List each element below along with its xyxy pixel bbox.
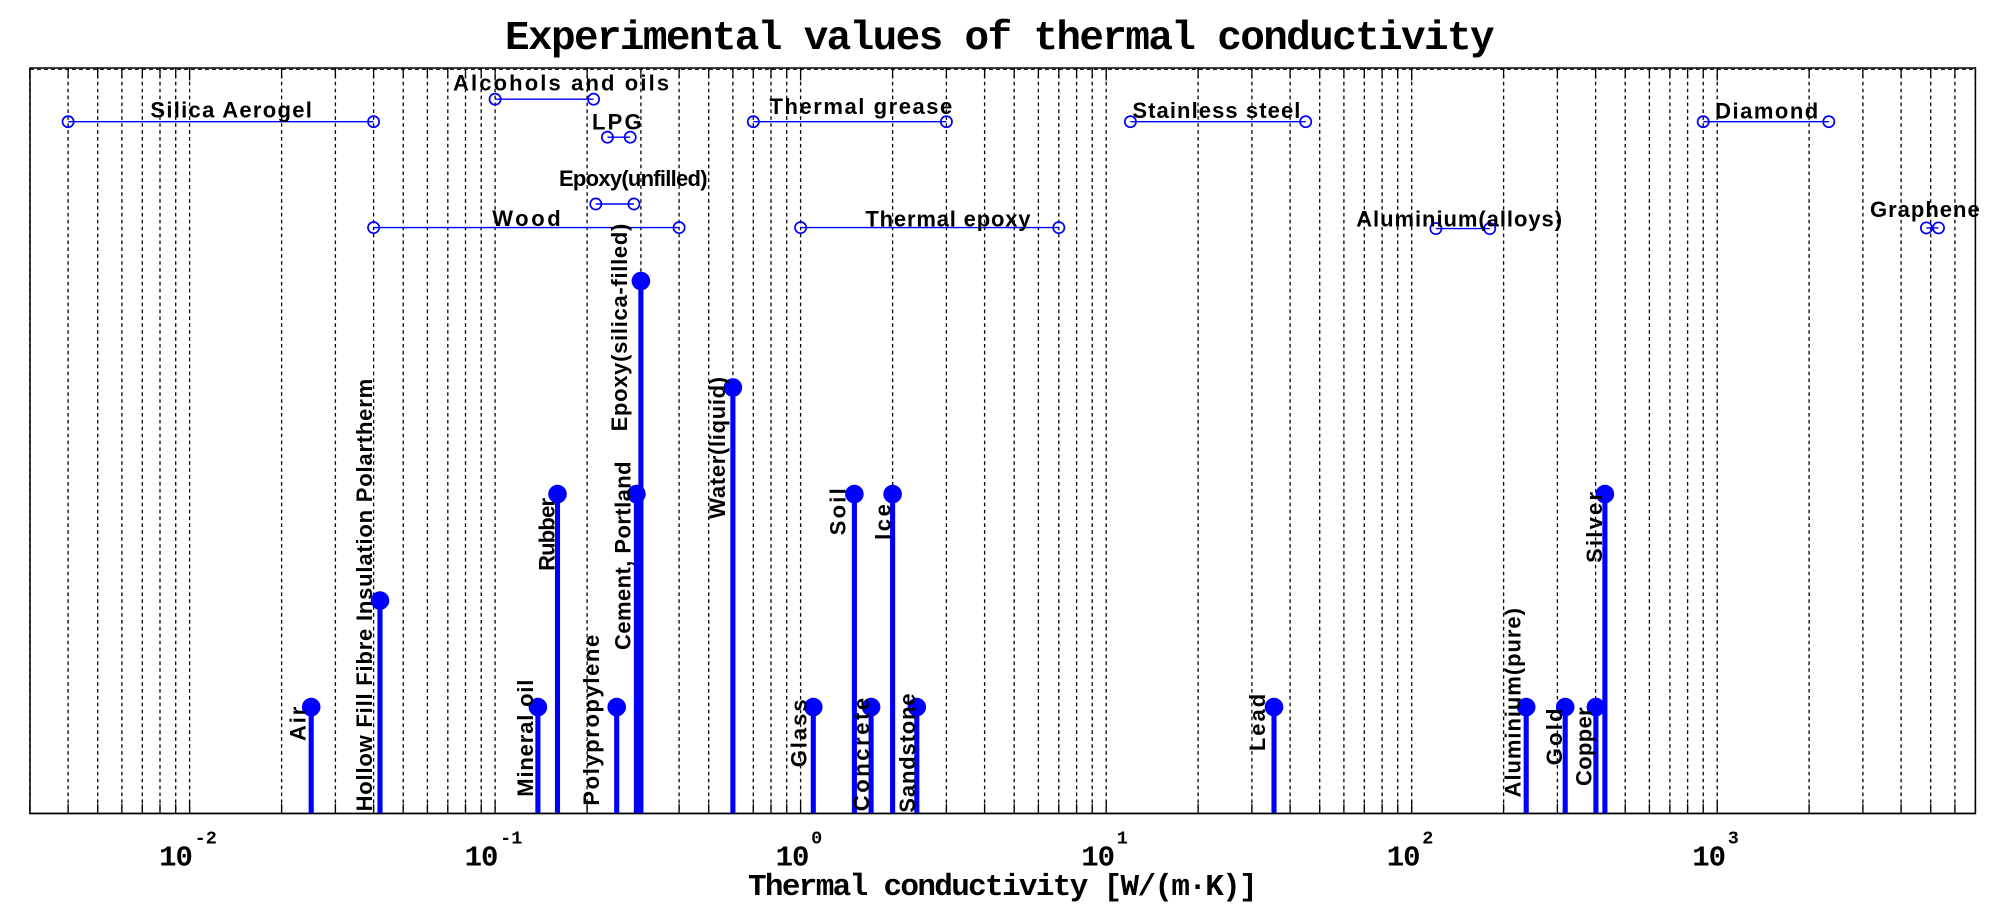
svg-text:Stainless steel: Stainless steel [1132, 98, 1301, 123]
svg-text:Air: Air [286, 705, 311, 741]
svg-text:1: 1 [1117, 829, 1128, 850]
svg-text:Aluminium(pure): Aluminium(pure) [1501, 607, 1526, 797]
svg-text:Soil: Soil [826, 486, 851, 535]
svg-text:Copper: Copper [1572, 707, 1597, 786]
svg-text:Thermal epoxy: Thermal epoxy [865, 206, 1031, 231]
svg-text:Glass: Glass [787, 697, 812, 767]
svg-text:Polypropylene: Polypropylene [579, 633, 604, 805]
svg-text:Experimental values of thermal: Experimental values of thermal conductiv… [505, 16, 1494, 62]
svg-text:Sandstone: Sandstone [895, 693, 920, 813]
svg-text:Epoxy(silica-filled): Epoxy(silica-filled) [607, 223, 632, 431]
svg-text:Thermal conductivity [W/(m·K)]: Thermal conductivity [W/(m·K)] [748, 870, 1256, 905]
svg-text:3: 3 [1728, 829, 1739, 850]
svg-text:Silver: Silver [1582, 490, 1607, 563]
svg-text:LPG: LPG [592, 110, 644, 135]
svg-text:Cement, Portland: Cement, Portland [611, 461, 636, 650]
svg-text:10: 10 [465, 841, 498, 874]
svg-text:-1: -1 [500, 829, 522, 850]
svg-text:Epoxy(unfilled): Epoxy(unfilled) [559, 166, 707, 191]
svg-text:Gold: Gold [1542, 706, 1567, 765]
svg-text:Silica Aerogel: Silica Aerogel [150, 97, 313, 122]
svg-text:10: 10 [1692, 841, 1725, 874]
svg-text:Graphene: Graphene [1870, 197, 1981, 222]
svg-text:10: 10 [1387, 841, 1420, 874]
svg-text:0: 0 [811, 829, 822, 850]
svg-text:Hollow Fill Fibre Insulation P: Hollow Fill Fibre Insulation Polartherm [352, 378, 377, 811]
svg-text:Ice: Ice [870, 502, 895, 540]
svg-text:Diamond: Diamond [1715, 99, 1820, 124]
svg-text:Water(liquid): Water(liquid) [705, 376, 730, 518]
svg-text:10: 10 [776, 841, 809, 874]
svg-text:10: 10 [159, 841, 192, 874]
svg-text:Thermal grease: Thermal grease [770, 94, 954, 119]
svg-text:-2: -2 [195, 829, 217, 850]
svg-text:Lead: Lead [1245, 692, 1270, 751]
svg-text:10: 10 [1081, 841, 1114, 874]
svg-text:Rubber: Rubber [535, 498, 560, 571]
svg-text:Alcohols and oils: Alcohols and oils [453, 71, 671, 96]
svg-text:Mineral oil: Mineral oil [513, 679, 538, 797]
svg-text:Concrete: Concrete [849, 695, 874, 811]
svg-text:Wood: Wood [492, 206, 563, 231]
svg-text:2: 2 [1422, 829, 1433, 850]
svg-text:Aluminium(alloys): Aluminium(alloys) [1356, 206, 1563, 231]
